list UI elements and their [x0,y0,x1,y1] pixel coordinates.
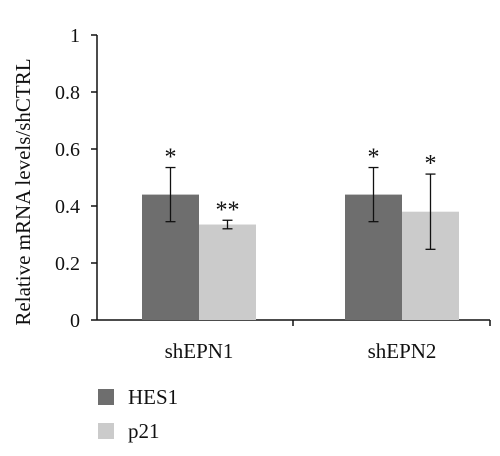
y-tick-label: 0.2 [55,253,80,275]
y-tick-label: 1 [70,25,80,47]
legend: HES1 p21 [98,385,178,443]
legend-label: p21 [128,419,160,443]
legend-swatch-hes1 [98,389,114,405]
y-tick-label: 0 [70,310,80,332]
x-category-label: shEPN2 [368,339,437,363]
bar-p21-shepn1 [199,224,256,320]
bars [142,166,459,320]
x-category-label: shEPN1 [165,339,234,363]
y-axis-label: Relative mRNA levels/shCTRL [11,58,35,325]
y-tick-label: 0.4 [55,196,80,218]
labels: 0 0.2 0.4 0.6 0.8 1 Relative mRNA levels/shCTR… [11,25,437,363]
significance-marker: ** [216,197,240,223]
y-tick-label: 0.8 [55,82,80,104]
legend-label: HES1 [128,385,178,409]
significance-marker: * [165,145,177,171]
significance-marker: * [368,145,380,171]
legend-swatch-p21 [98,423,114,439]
y-tick-label: 0.6 [55,139,80,161]
significance-marker: * [425,151,437,177]
